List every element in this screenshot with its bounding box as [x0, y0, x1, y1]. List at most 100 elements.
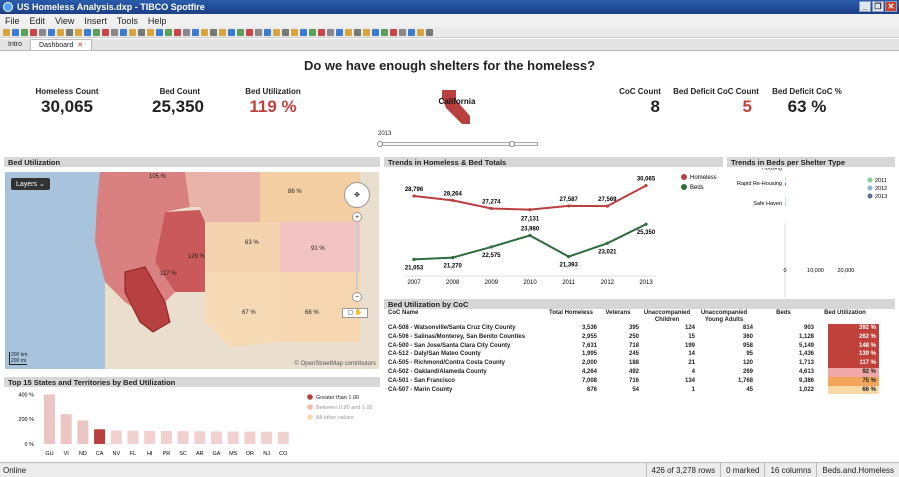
toolbar-button-icon[interactable]: [318, 28, 325, 36]
toolbar-button-icon[interactable]: [39, 28, 46, 36]
toolbar-button-icon[interactable]: [390, 28, 397, 36]
toolbar-button-icon[interactable]: [21, 28, 28, 36]
table-row[interactable]: CA-512 - Daly/San Mateo County 1,995 245 14…: [385, 350, 894, 360]
toolbar-button-icon[interactable]: [399, 28, 406, 36]
toolbar-button-icon[interactable]: [174, 28, 181, 36]
map-pan-control[interactable]: ✥: [344, 182, 370, 208]
toolbar-button-icon[interactable]: [165, 28, 172, 36]
toolbar-button-icon[interactable]: [210, 28, 217, 36]
toolbar-button-icon[interactable]: [282, 28, 289, 36]
year-slider[interactable]: [377, 141, 538, 147]
close-tab-icon[interactable]: ✕: [77, 42, 84, 49]
toolbar-button-icon[interactable]: [255, 28, 262, 36]
tab-intro[interactable]: Intro: [0, 39, 30, 50]
table-row[interactable]: CA-507 - Marin County 676 54 1 45 1,022 66 %: [385, 385, 894, 395]
column-header[interactable]: Unaccompanied Children: [643, 310, 691, 323]
column-header[interactable]: Unaccompanied Young Adults: [700, 310, 748, 323]
toolbar-button-icon[interactable]: [183, 28, 190, 36]
zoom-in-button[interactable]: +: [352, 212, 362, 222]
column-header[interactable]: Beds: [776, 310, 791, 316]
toolbar-button-icon[interactable]: [273, 28, 280, 36]
top15-bar-chart[interactable]: 400 % 200 % 0 % GU VI ND CA NV FL HI PR SC AR GA MS OR N…: [4, 388, 380, 460]
toolbar-button-icon[interactable]: [111, 28, 118, 36]
toolbar-button-icon[interactable]: [48, 28, 55, 36]
toolbar-button-icon[interactable]: [309, 28, 316, 36]
table-cell: CA-507 - Marin County: [388, 386, 453, 393]
column-header[interactable]: Veterans: [605, 310, 631, 316]
toolbar-button-icon[interactable]: [84, 28, 91, 36]
y-tick-label: 0 %: [25, 442, 35, 448]
slider-handle-end[interactable]: [509, 141, 515, 147]
layers-button[interactable]: Layers ⌄: [11, 178, 50, 190]
table-row[interactable]: CA-501 - San Francisco 7,008 716 134 1,768 9,…: [385, 376, 894, 386]
toolbar-button-icon[interactable]: [219, 28, 226, 36]
menu-insert[interactable]: Insert: [84, 15, 107, 26]
toolbar-button-icon[interactable]: [291, 28, 298, 36]
table-row[interactable]: CA-506 - Salinas/Monterey, San Benito Co…: [385, 332, 894, 342]
toolbar-button-icon[interactable]: [138, 28, 145, 36]
toolbar-button-icon[interactable]: [363, 28, 370, 36]
menu-edit[interactable]: Edit: [29, 15, 46, 26]
menu-tools[interactable]: Tools: [116, 15, 138, 26]
toolbar-button-icon[interactable]: [66, 28, 73, 36]
zoom-out-button[interactable]: −: [352, 292, 362, 302]
bar: [785, 180, 786, 183]
zoom-slider[interactable]: [356, 224, 358, 290]
shelter-bar-chart[interactable]: PermanentSupportive HousingEmergency She…: [727, 168, 897, 298]
toolbar-button-icon[interactable]: [120, 28, 127, 36]
toolbar-button-icon[interactable]: [156, 28, 163, 36]
map-select-tools[interactable]: ▢ ✋: [342, 308, 368, 318]
toolbar-button-icon[interactable]: [354, 28, 361, 36]
toolbar-button-icon[interactable]: [93, 28, 100, 36]
table-row[interactable]: CA-505 - Richmond/Contra Costa County 2,0…: [385, 359, 894, 368]
menu-help[interactable]: Help: [147, 15, 167, 26]
toolbar-button-icon[interactable]: [12, 28, 19, 36]
map-canvas[interactable]: [5, 172, 379, 369]
map-visualization[interactable]: Layers ⌄ 105 % 86 % 63 % 91 % 129 % 117 …: [5, 172, 379, 369]
table-row[interactable]: CA-502 - Oakland/Alameda County 4,264 492 4…: [385, 367, 894, 377]
table-row[interactable]: CA-500 - San Jose/Santa Clara City Count…: [385, 341, 894, 351]
toolbar-button-icon[interactable]: [300, 28, 307, 36]
x-tick-label: 2013: [639, 280, 653, 286]
toolbar-button-icon[interactable]: [264, 28, 271, 36]
data-point: [644, 184, 648, 188]
toolbar-button-icon[interactable]: [3, 28, 10, 36]
toolbar-button-icon[interactable]: [327, 28, 334, 36]
toolbar-button-icon[interactable]: [237, 28, 244, 36]
slider-handle-start[interactable]: [377, 141, 383, 147]
toolbar-button-icon[interactable]: [408, 28, 415, 36]
toolbar-button-icon[interactable]: [417, 28, 424, 36]
x-tick-label: CO: [279, 451, 288, 457]
trend-line-chart[interactable]: 2007 2008 2009 2010 2011 2012 2013 28,796 28,264…: [384, 168, 723, 298]
toolbar-button-icon[interactable]: [201, 28, 208, 36]
menu-view[interactable]: View: [55, 15, 75, 26]
table-row[interactable]: CA-508 - Watsonville/Santa Cruz City Cou…: [385, 324, 894, 333]
legend-swatch: [867, 193, 873, 199]
column-header[interactable]: Bed Utilization: [824, 310, 866, 316]
toolbar-button-icon[interactable]: [345, 28, 352, 36]
toolbar-button-icon[interactable]: [426, 28, 433, 36]
status-data-table[interactable]: Beds.and.Homeless: [816, 463, 899, 477]
close-button[interactable]: ✕: [885, 1, 897, 12]
toolbar-button-icon[interactable]: [336, 28, 343, 36]
toolbar-button-icon[interactable]: [102, 28, 109, 36]
toolbar-button-icon[interactable]: [75, 28, 82, 36]
toolbar-button-icon[interactable]: [372, 28, 379, 36]
toolbar-button-icon[interactable]: [246, 28, 253, 36]
toolbar-button-icon[interactable]: [192, 28, 199, 36]
x-tick-label: HI: [147, 451, 153, 457]
menu-file[interactable]: File: [5, 15, 20, 26]
toolbar-button-icon[interactable]: [30, 28, 37, 36]
toolbar-button-icon[interactable]: [381, 28, 388, 36]
column-header[interactable]: Total Homeless: [549, 310, 593, 316]
coc-table[interactable]: CoC Name Total Homeless Veterans Unaccompan…: [385, 310, 894, 395]
california-state-icon[interactable]: California: [432, 88, 482, 126]
tab-dashboard[interactable]: Dashboard ✕: [30, 39, 93, 50]
column-header[interactable]: CoC Name: [388, 310, 419, 316]
toolbar-button-icon[interactable]: [129, 28, 136, 36]
restore-button[interactable]: ❐: [872, 1, 884, 12]
toolbar-button-icon[interactable]: [147, 28, 154, 36]
minimize-button[interactable]: _: [859, 1, 871, 12]
toolbar-button-icon[interactable]: [57, 28, 64, 36]
toolbar-button-icon[interactable]: [228, 28, 235, 36]
